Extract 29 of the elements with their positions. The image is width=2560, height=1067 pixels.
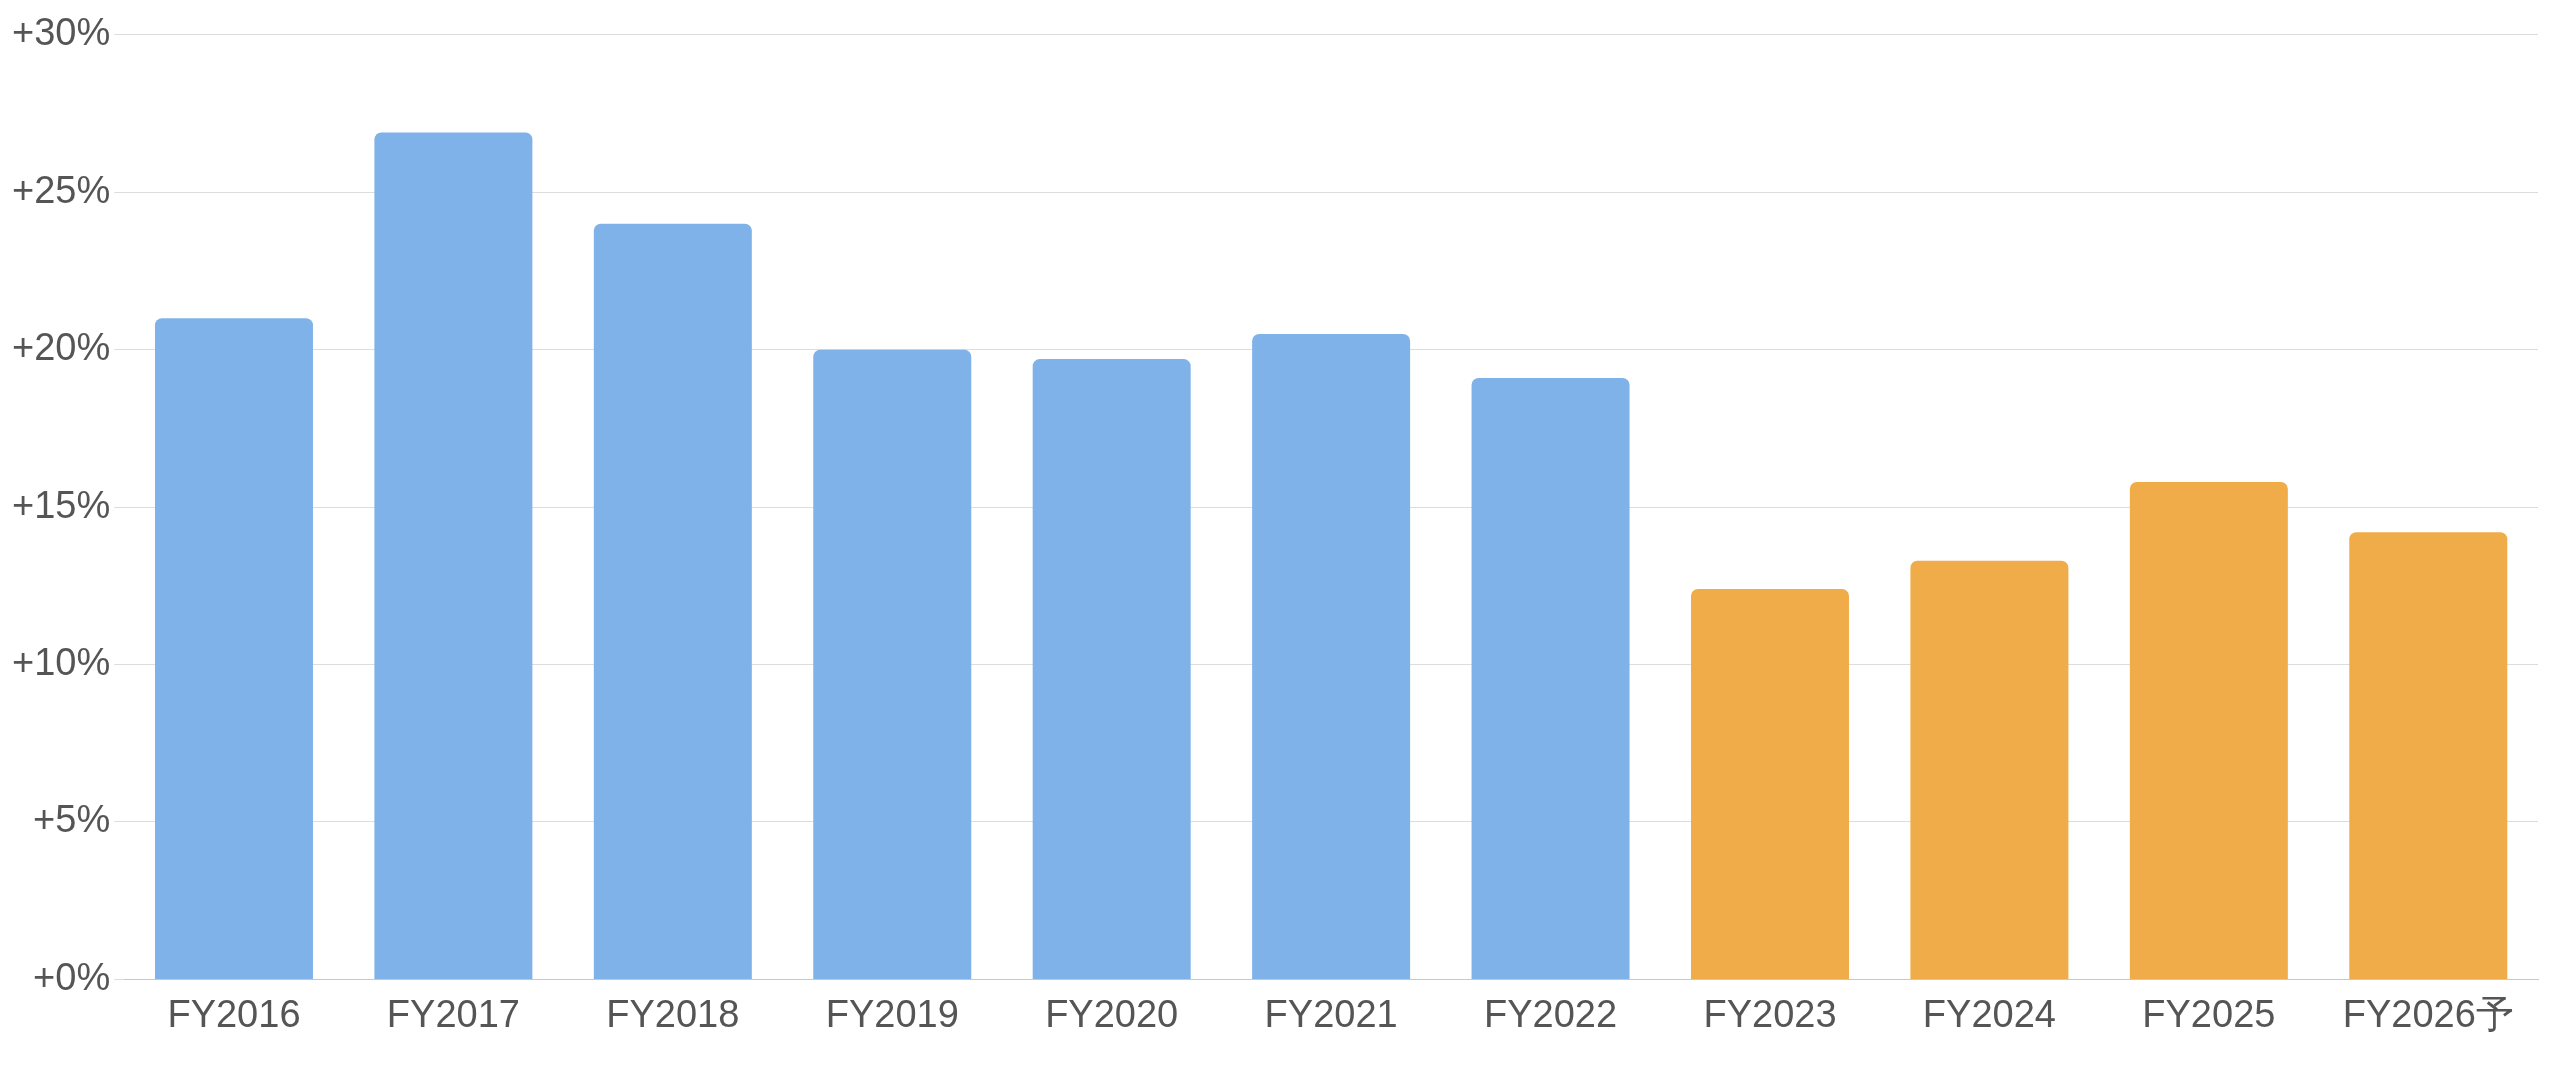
x-tick-label: FY2017 bbox=[386, 992, 520, 1035]
x-tick-label: FY2016 bbox=[167, 992, 301, 1035]
bar bbox=[374, 132, 533, 979]
bar bbox=[1910, 560, 2069, 979]
bar bbox=[2129, 481, 2288, 979]
y-tick-label: +15% bbox=[12, 483, 111, 526]
x-tick-label: FY2023 bbox=[1703, 992, 1837, 1035]
x-tick-label: FY2022 bbox=[1484, 992, 1618, 1035]
bar bbox=[1252, 333, 1411, 979]
x-tick-label: FY2018 bbox=[606, 992, 740, 1035]
bar bbox=[1471, 378, 1630, 979]
bar bbox=[2349, 532, 2508, 979]
x-tick-label: FY2021 bbox=[1264, 992, 1398, 1035]
x-tick-label: FY2025 bbox=[2142, 992, 2276, 1035]
y-tick-label: +10% bbox=[12, 641, 111, 684]
x-tick-label: FY2019 bbox=[825, 992, 959, 1035]
y-tick-label: +20% bbox=[12, 326, 111, 369]
bar bbox=[593, 223, 752, 979]
bar bbox=[1032, 359, 1191, 979]
y-tick-label: +5% bbox=[33, 798, 111, 841]
y-tick-label: +30% bbox=[12, 11, 111, 54]
x-tick-label: FY2026予 bbox=[2342, 992, 2514, 1035]
x-tick-label: FY2020 bbox=[1045, 992, 1179, 1035]
bar bbox=[813, 349, 972, 979]
x-tick-label: FY2024 bbox=[1922, 992, 2056, 1035]
y-tick-label: +25% bbox=[12, 168, 111, 211]
bar bbox=[1690, 588, 1849, 979]
bar bbox=[154, 318, 313, 979]
y-tick-label: +0% bbox=[33, 955, 111, 998]
